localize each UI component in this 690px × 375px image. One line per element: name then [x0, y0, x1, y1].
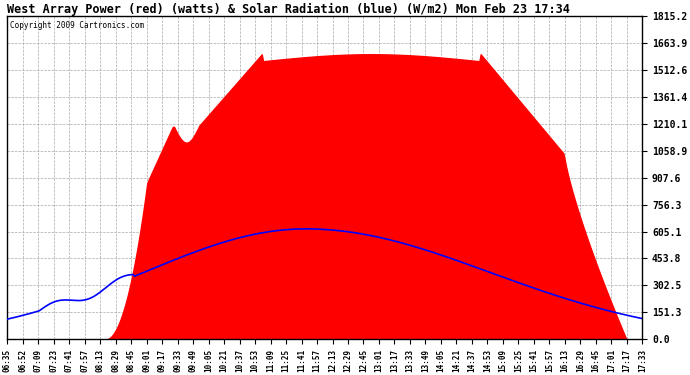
Text: Copyright 2009 Cartronics.com: Copyright 2009 Cartronics.com	[10, 21, 145, 30]
Text: West Array Power (red) (watts) & Solar Radiation (blue) (W/m2) Mon Feb 23 17:34: West Array Power (red) (watts) & Solar R…	[8, 3, 570, 16]
